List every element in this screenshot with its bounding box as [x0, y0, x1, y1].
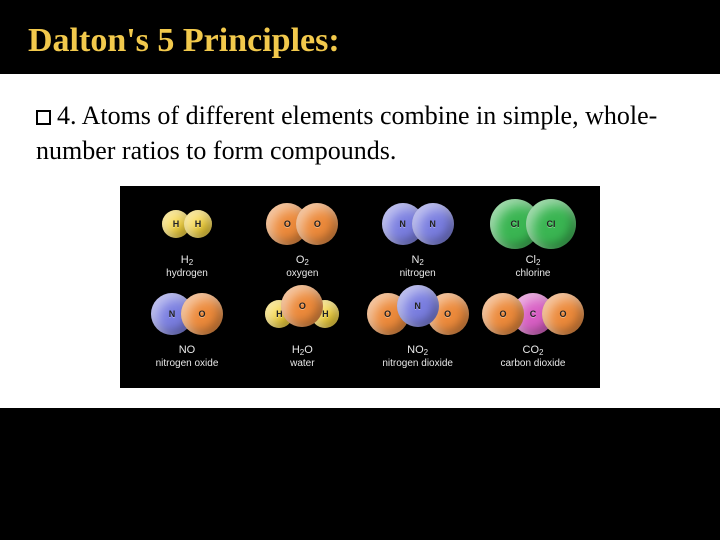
atom-h: H [184, 210, 212, 238]
atom-o: O [181, 293, 223, 335]
molecule-caption: NO2nitrogen dioxide [382, 344, 453, 370]
figure-container: HHH2hydrogenOOO2oxygenNNN2nitrogenClClCl… [0, 186, 720, 408]
molecule-graphic: NO [151, 286, 223, 342]
molecule-graphic: HH [162, 196, 212, 252]
molecule-cell: ONONO2nitrogen dioxide [363, 286, 473, 370]
molecule-caption: NOnitrogen oxide [156, 344, 219, 370]
molecule-cell: HHH2hydrogen [132, 196, 242, 280]
molecule-graphic: OCO [482, 286, 584, 342]
page-title: Dalton's 5 Principles: [0, 0, 720, 74]
atom-n: N [397, 285, 439, 327]
molecule-row: NONOnitrogen oxideHOHH2OwaterONONO2nitro… [132, 286, 588, 370]
molecule-graphic: ONO [367, 286, 469, 342]
principle-body: Atoms of different elements combine in s… [36, 101, 657, 165]
molecule-figure: HHH2hydrogenOOO2oxygenNNN2nitrogenClClCl… [120, 186, 600, 388]
molecule-graphic: ClCl [490, 196, 576, 252]
molecule-caption: O2oxygen [286, 254, 318, 280]
molecule-graphic: NN [382, 196, 454, 252]
atom-o: O [542, 293, 584, 335]
principle-text: 4. Atoms of different elements combine i… [0, 74, 720, 186]
bullet-square-icon [36, 110, 51, 125]
atom-o: O [482, 293, 524, 335]
molecule-cell: HOHH2Owater [247, 286, 357, 370]
molecule-caption: H2hydrogen [166, 254, 208, 280]
atom-cl: Cl [526, 199, 576, 249]
atom-o: O [296, 203, 338, 245]
molecule-cell: NNN2nitrogen [363, 196, 473, 280]
molecule-cell: ClClCl2chlorine [478, 196, 588, 280]
atom-n: N [412, 203, 454, 245]
molecule-cell: OCOCO2carbon dioxide [478, 286, 588, 370]
molecule-caption: Cl2chlorine [515, 254, 550, 280]
molecule-cell: OOO2oxygen [247, 196, 357, 280]
principle-number: 4. [57, 101, 77, 130]
molecule-caption: N2nitrogen [400, 254, 436, 280]
molecule-graphic: HOH [265, 286, 339, 342]
molecule-graphic: OO [266, 196, 338, 252]
molecule-cell: NONOnitrogen oxide [132, 286, 242, 370]
molecule-caption: CO2carbon dioxide [500, 344, 565, 370]
molecule-row: HHH2hydrogenOOO2oxygenNNN2nitrogenClClCl… [132, 196, 588, 280]
molecule-caption: H2Owater [290, 344, 314, 370]
